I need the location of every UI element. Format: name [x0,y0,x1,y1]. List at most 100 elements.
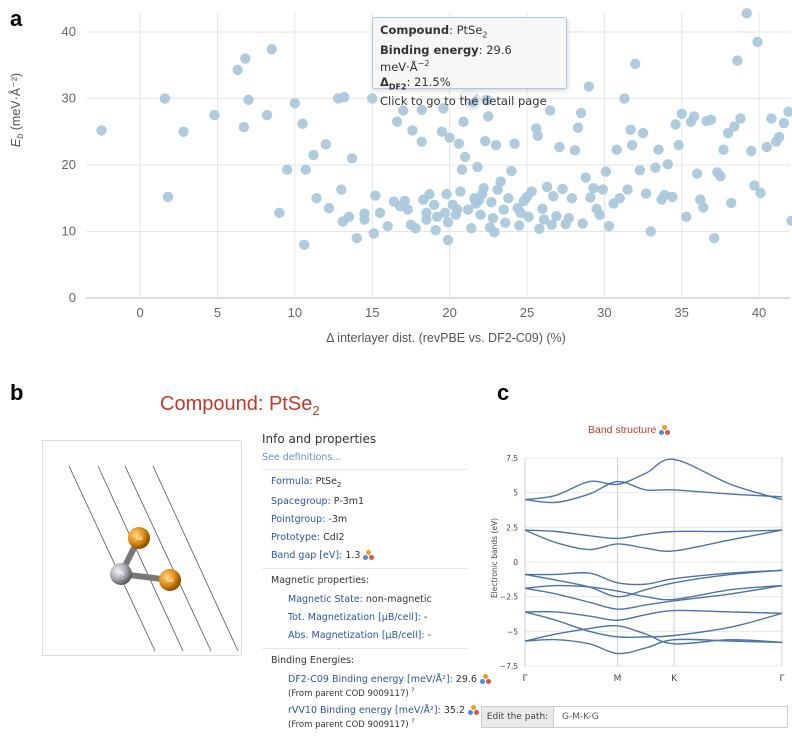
scatter-point[interactable] [645,226,656,237]
scatter-point[interactable] [266,44,277,55]
scatter-point[interactable] [159,93,171,104]
scatter-point[interactable] [367,93,378,104]
scatter-point[interactable] [544,105,556,116]
scatter-point[interactable] [662,159,673,170]
scatter-point[interactable] [698,202,709,213]
edit-path-input[interactable]: G-M-K-G [562,712,599,722]
scatter-point[interactable] [691,168,703,179]
scatter-point[interactable] [594,209,605,221]
see-definitions-link[interactable]: See definitions... [262,452,342,463]
scatter-point[interactable] [416,104,427,115]
scatter-point[interactable] [339,91,350,103]
scatter-point[interactable] [538,214,550,225]
scatter-point[interactable] [653,144,664,155]
scatter-point[interactable] [778,117,790,129]
scatter-point[interactable] [726,197,737,209]
scatter-point[interactable] [458,116,469,127]
scatter-point[interactable] [370,190,381,201]
band-line[interactable] [524,458,783,501]
scatter-point[interactable] [577,218,588,229]
scatter-point[interactable] [786,215,792,227]
scatter-point[interactable] [308,149,319,161]
scatter-point[interactable] [209,109,220,121]
scatter-point[interactable] [619,93,630,104]
scatter-point[interactable] [472,161,483,173]
band-line[interactable] [524,638,783,655]
scatter-point[interactable] [498,204,509,215]
scatter-point[interactable] [486,197,497,208]
scatter-point[interactable] [585,192,596,203]
scatter-point[interactable] [588,183,599,194]
provenance-icon[interactable] [467,705,480,716]
band-line[interactable] [524,569,783,598]
scatter-point[interactable] [515,207,526,219]
scatter-point[interactable] [557,183,568,195]
scatter-point[interactable] [442,234,454,246]
scatter-point[interactable] [462,204,474,215]
scatter-point[interactable] [441,189,452,200]
scatter-point[interactable] [487,212,499,224]
scatter-point[interactable] [320,139,332,150]
scatter-point[interactable] [436,126,448,137]
scatter-point[interactable] [534,223,545,235]
scatter-point[interactable] [407,125,418,136]
scatter-point[interactable] [583,81,595,92]
scatter-point[interactable] [566,193,578,204]
scatter-point[interactable] [410,222,421,234]
scatter-point[interactable] [500,217,511,229]
scatter-point[interactable] [495,176,506,187]
scatter-point[interactable] [481,94,492,105]
scatter-point[interactable] [238,121,250,133]
scatter-point[interactable] [569,145,581,156]
scatter-point[interactable] [483,111,494,122]
scatter-point[interactable] [455,186,466,197]
scatter-point[interactable] [281,164,293,175]
scatter-point[interactable] [537,203,548,215]
scatter-point[interactable] [650,162,661,173]
scatter-point[interactable] [523,211,534,223]
scatter-point[interactable] [673,139,684,151]
scatter-point[interactable] [478,183,489,194]
scatter-point[interactable] [289,97,301,109]
scatter-point[interactable] [399,195,410,207]
scatter-point[interactable] [489,226,500,238]
band-line[interactable] [524,480,783,504]
scatter-point[interactable] [761,141,772,153]
scatter-point[interactable] [430,224,441,236]
scatter-point[interactable] [368,228,379,239]
scatter-point[interactable] [346,153,358,164]
point-tooltip[interactable]: Compound: PtSe2 Binding energy: 29.6 meV… [372,17,567,108]
scatter-point[interactable] [402,204,414,215]
scatter-point[interactable] [382,220,393,232]
scatter-point[interactable] [541,181,553,193]
band-line[interactable] [524,609,783,621]
scatter-point[interactable] [741,8,752,19]
scatter-point[interactable] [428,199,440,211]
scatter-point[interactable] [625,124,636,135]
scatter-point[interactable] [746,145,757,157]
scatter-point[interactable] [766,113,777,124]
band-line[interactable] [524,624,783,645]
scatter-point[interactable] [490,139,502,151]
scatter-point[interactable] [614,193,626,204]
band-line[interactable] [524,529,783,540]
scatter-point[interactable] [96,125,107,136]
scatter-point[interactable] [374,207,386,219]
scatter-point[interactable] [600,166,612,177]
scatter-point[interactable] [603,220,615,232]
scatter-point[interactable] [695,194,706,205]
scatter-point[interactable] [749,180,760,191]
scatter-point[interactable] [503,193,514,204]
scatter-point[interactable] [622,184,633,195]
scatter-point[interactable] [492,184,503,195]
scatter-point[interactable] [442,216,454,228]
scatter-point[interactable] [640,188,652,199]
scatter-point[interactable] [681,211,692,223]
scatter-point[interactable] [459,151,471,163]
scatter-point[interactable] [509,138,520,149]
scatter-point[interactable] [438,103,449,114]
scatter-point[interactable] [475,209,486,221]
scatter-point[interactable] [297,118,308,129]
scatter-point[interactable] [708,232,720,244]
scatter-point[interactable] [634,165,646,176]
